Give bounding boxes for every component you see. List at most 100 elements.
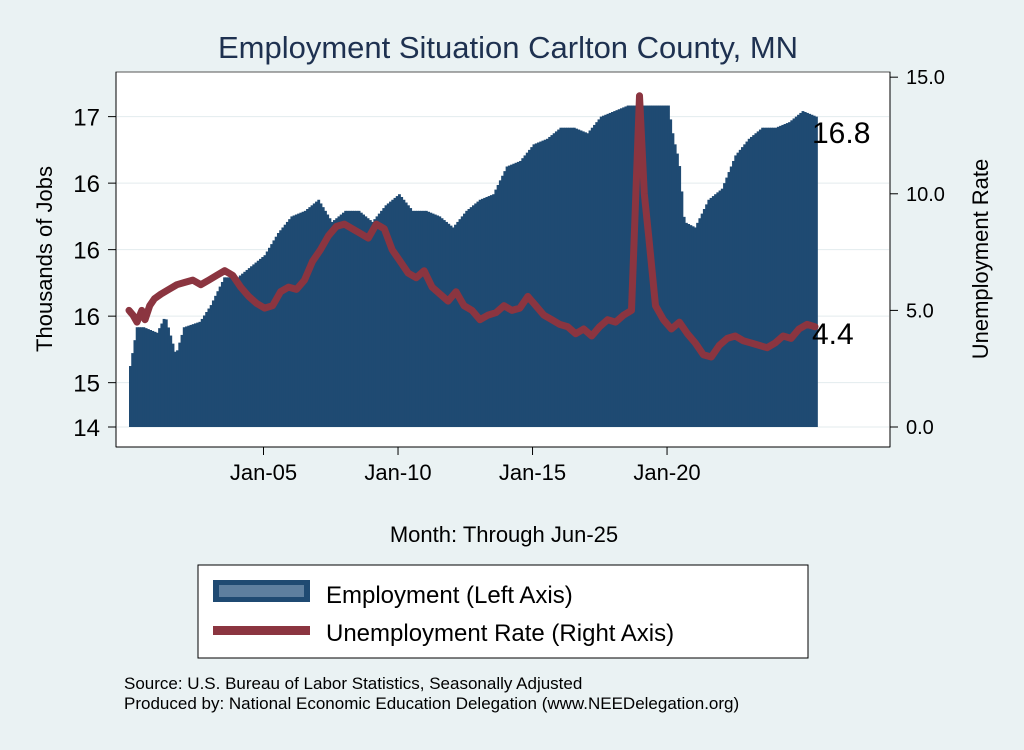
employment-bar-268 (729, 166, 733, 427)
employment-bar-46 (232, 277, 235, 427)
employment-bar-216 (613, 111, 617, 427)
employment-bar-18 (169, 335, 173, 427)
employment-bar-147 (458, 219, 462, 427)
unemployment-point-30 (343, 223, 346, 225)
unemployment-point-81 (742, 339, 744, 342)
employment-bar-32 (200, 318, 204, 427)
employment-bar-259 (709, 197, 713, 427)
employment-bar-230 (644, 105, 648, 427)
employment-bar-270 (734, 155, 738, 428)
employment-bar-188 (550, 135, 554, 427)
employment-bar-164 (496, 184, 500, 427)
employment-bar-38 (214, 295, 218, 427)
employment-bar-284 (765, 127, 769, 428)
unemployment-point-29 (335, 225, 338, 228)
employment-bar-26 (187, 325, 191, 427)
employment-bar-253 (696, 222, 700, 427)
employment-bar-145 (454, 224, 457, 427)
employment-bar-138 (438, 216, 442, 427)
employment-bar-245 (678, 166, 682, 428)
unemployment-point-63 (606, 318, 609, 321)
employment-bar-99 (350, 210, 354, 427)
unemployment-point-41 (431, 286, 433, 288)
employment-bar-113 (382, 208, 386, 427)
employment-bar-97 (346, 210, 350, 427)
employment-bar-289 (776, 126, 780, 427)
employment-bar-76 (299, 212, 303, 427)
employment-bar-109 (373, 219, 377, 427)
unemployment-point-11 (192, 279, 194, 281)
employment-bar-124 (406, 205, 410, 427)
employment-bar-96 (344, 210, 348, 427)
unemployment-point-17 (239, 286, 242, 288)
employment-bar-14 (160, 323, 164, 427)
employment-bar-306 (815, 116, 818, 427)
unemployment-point-85 (774, 342, 776, 344)
unemployment-point-44 (455, 290, 457, 293)
employment-bar-287 (772, 127, 776, 428)
unemployment-point-35 (383, 228, 386, 230)
employment-bar-92 (335, 218, 339, 427)
employment-bar-156 (478, 199, 482, 427)
unemployment-point-79 (726, 337, 729, 340)
employment-bar-91 (333, 220, 336, 427)
employment-bar-256 (702, 209, 706, 427)
unemployment-point-84 (766, 346, 768, 349)
employment-bar-279 (754, 133, 758, 427)
employment-bar-166 (501, 175, 504, 427)
employment-bar-42 (223, 277, 226, 427)
employment-bar-65 (274, 236, 278, 427)
employment-bar-242 (671, 133, 675, 427)
unemployment-point-45 (463, 304, 465, 307)
employment-bar-272 (738, 149, 742, 427)
employment-bar-205 (588, 130, 592, 428)
unemployment-point-61 (590, 335, 593, 337)
employment-bar-29 (194, 323, 197, 427)
employment-bar-304 (810, 114, 814, 427)
employment-bar-89 (328, 218, 332, 427)
employment-bar-114 (384, 205, 388, 427)
employment-bar-77 (301, 211, 305, 427)
employment-bar-104 (362, 214, 365, 427)
employment-bar-0 (129, 366, 132, 427)
left-tick-label-1: 15 (73, 371, 100, 398)
employment-bar-3 (135, 327, 139, 427)
employment-bar-137 (436, 215, 439, 427)
employment-bar-198 (572, 127, 576, 428)
employment-bar-285 (767, 127, 771, 428)
employment-bar-30 (196, 322, 200, 427)
unemployment-point-9 (176, 283, 178, 286)
employment-bar-34 (205, 312, 209, 427)
employment-bar-203 (584, 132, 587, 427)
employment-bar-2 (133, 340, 137, 427)
employment-bar-299 (799, 112, 803, 428)
employment-bar-207 (593, 124, 596, 427)
unemployment-point-53 (527, 295, 529, 298)
right-axis-label: Unemployment Rate (968, 159, 993, 360)
employment-bar-95 (341, 212, 345, 427)
employment-bar-107 (368, 220, 372, 427)
employment-bar-127 (413, 210, 417, 427)
employment-bar-167 (503, 171, 507, 427)
employment-bar-102 (357, 210, 361, 427)
unemployment-point-6 (153, 297, 156, 300)
employment-bar-197 (570, 127, 574, 428)
unemployment-point-88 (798, 328, 800, 330)
employment-bar-84 (317, 199, 321, 427)
unemployment-point-56 (551, 318, 553, 321)
employment-bar-170 (510, 164, 513, 427)
employment-bar-265 (723, 183, 726, 427)
employment-bar-63 (270, 244, 274, 427)
employment-bar-20 (173, 351, 177, 427)
employment-bar-8 (146, 329, 150, 427)
employment-bar-120 (398, 194, 401, 427)
employment-bar-179 (530, 147, 534, 428)
employment-bar-24 (182, 327, 186, 427)
employment-bar-1 (131, 353, 135, 427)
right-axis: 0.0 5.0 10.0 15.0 (889, 67, 945, 447)
employment-bar-180 (532, 144, 536, 427)
employment-bar-252 (693, 227, 697, 427)
unemployment-point-38 (407, 272, 410, 274)
employment-bar-214 (608, 112, 612, 428)
employment-bar-210 (599, 116, 603, 427)
